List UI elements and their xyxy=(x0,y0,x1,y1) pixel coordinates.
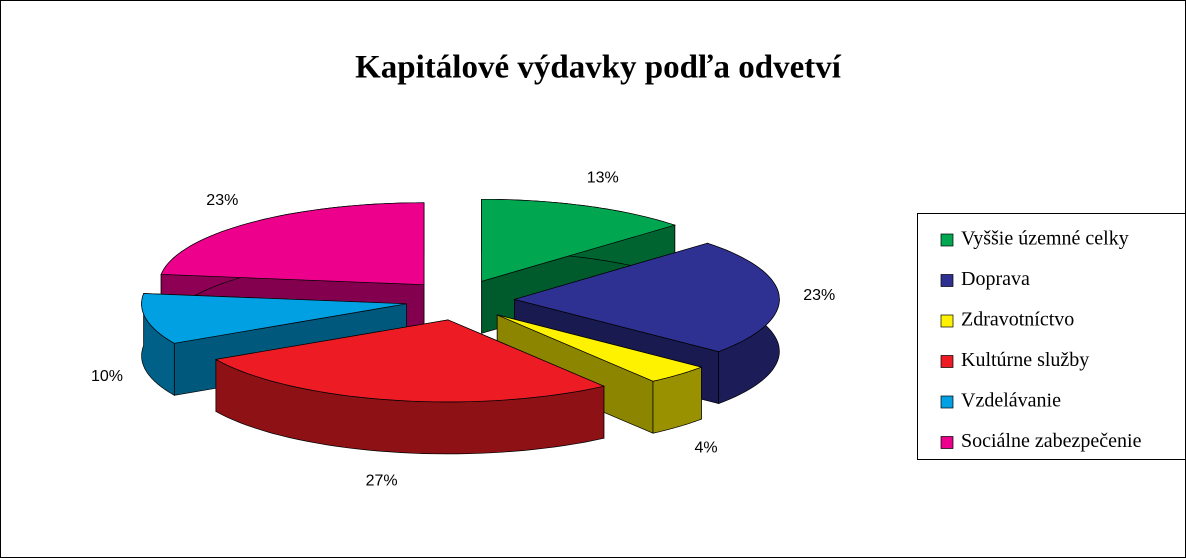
slice xyxy=(214,319,606,455)
slice-top xyxy=(160,202,425,286)
data-label: 10% xyxy=(91,368,123,385)
legend-swatch xyxy=(940,314,954,328)
legend-swatch xyxy=(940,395,954,409)
data-label: 27% xyxy=(366,472,398,489)
data-label: 4% xyxy=(694,440,717,457)
legend-swatch xyxy=(940,233,954,247)
legend-label: Kultúrne služby xyxy=(961,349,1089,371)
legend-label: Vyššie územné celky xyxy=(961,228,1129,250)
slice-top xyxy=(214,319,606,403)
data-label: 23% xyxy=(206,192,238,209)
data-label: 23% xyxy=(803,287,835,304)
legend-label: Zdravotníctvo xyxy=(961,309,1074,331)
legend-label: Vzdelávanie xyxy=(961,390,1061,412)
legend-swatch xyxy=(940,355,954,368)
data-label: 13% xyxy=(587,170,619,187)
legend-box xyxy=(917,213,1186,460)
slice-top xyxy=(513,242,780,352)
legend-label: Sociálne zabezpečenie xyxy=(961,430,1142,452)
slice-top xyxy=(497,314,703,382)
legend-swatch xyxy=(940,274,954,287)
slice-top xyxy=(481,198,677,282)
chart-title: Kapitálové výdavky podľa odvetví xyxy=(355,50,842,86)
slice-top xyxy=(141,293,407,344)
legend-swatch xyxy=(940,436,954,449)
legend-label: Doprava xyxy=(961,268,1030,290)
